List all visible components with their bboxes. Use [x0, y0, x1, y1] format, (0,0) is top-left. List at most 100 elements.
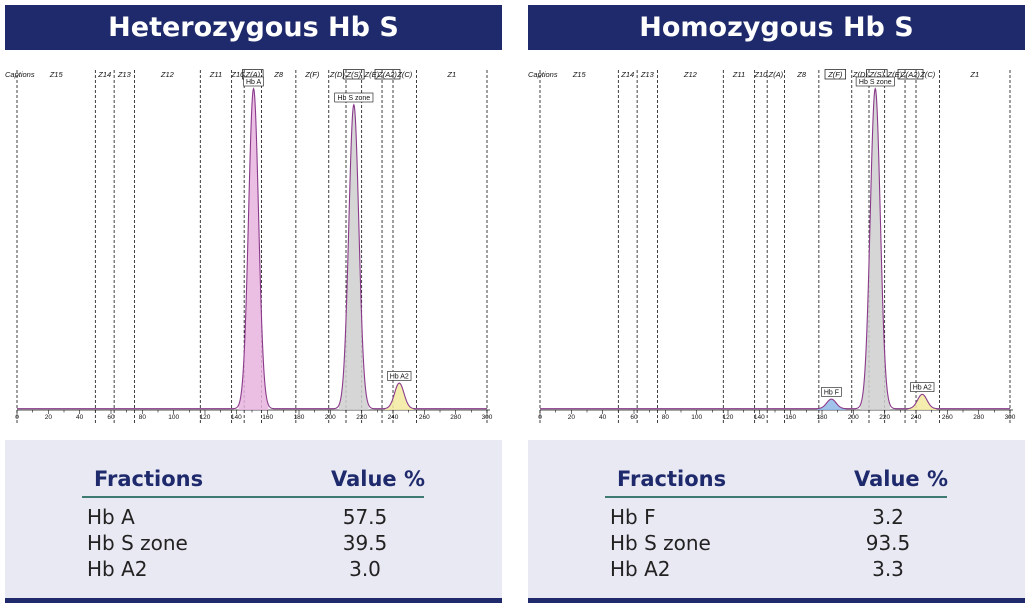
fraction-value: 39.5: [342, 531, 388, 555]
x-tick-label: 180: [294, 414, 305, 421]
peak-label: Hb A2: [390, 373, 409, 380]
electrophoresis-curve: [540, 87, 1010, 410]
fraction-value: 3.0: [349, 557, 381, 581]
peak-label-box: [243, 76, 264, 87]
peak-label-box: [855, 76, 895, 87]
x-tick-label: 60: [630, 414, 638, 421]
zone-label-box: [343, 69, 365, 80]
x-tick-label: 280: [973, 414, 984, 421]
zone-label: Z14: [620, 70, 634, 79]
zone-label: Z11: [732, 70, 745, 79]
fraction-value: 3.3: [872, 557, 904, 581]
electrophoresis-curve: [17, 87, 487, 410]
homozygous-panel: Homozygous Hb S Captions Z15 Z14 Z13 Z12 Z11 Z…: [528, 0, 1025, 607]
peak-area: [860, 88, 891, 410]
zone-label: Z(A2): [377, 70, 397, 79]
table-row: Hb S zone 39.5: [5, 531, 502, 557]
table-row: Hb F 3.2: [528, 505, 1025, 531]
x-tick-label: 20: [568, 414, 576, 421]
x-tick-label: 280: [450, 414, 461, 421]
peak-label: Hb A: [246, 79, 262, 86]
zone-label: Z13: [117, 70, 132, 79]
peak-label: Hb S zone: [859, 79, 892, 86]
zone-label-box: [824, 69, 846, 80]
fractions-header: Fractions: [94, 467, 204, 491]
x-tick-label: 0: [15, 414, 19, 421]
x-tick-label: 80: [662, 414, 670, 421]
heterozygous-panel: Heterozygous Hb S Captions Z15 Z14 Z13 Z12 Z1…: [5, 0, 502, 607]
x-tick-label: 220: [879, 414, 890, 421]
fraction-value: 93.5: [865, 531, 911, 555]
value-header: Value %: [853, 467, 948, 491]
x-tick-label: 20: [45, 414, 53, 421]
zone-label: Z8: [273, 70, 284, 79]
x-tick-label: 160: [785, 414, 796, 421]
zone-label: Z8: [796, 70, 807, 79]
zone-label: Z11: [209, 70, 222, 79]
zone-label: Z(F): [304, 70, 320, 79]
peak-area: [238, 88, 269, 410]
zone-label: Z1: [969, 70, 979, 79]
peak-area: [385, 383, 414, 410]
zone-label: Z12: [160, 70, 175, 79]
value-header: Value %: [330, 467, 425, 491]
zone-label: Z(C): [396, 70, 412, 79]
peak-area: [338, 104, 369, 410]
x-tick-label: 160: [262, 414, 273, 421]
x-tick-label: 260: [419, 414, 430, 421]
peak-area: [817, 399, 846, 410]
fraction-name: Hb S zone: [610, 531, 711, 555]
fraction-name: Hb F: [610, 505, 656, 529]
zone-label: Z(D): [329, 70, 345, 79]
table-row: Hb A2 3.3: [528, 557, 1025, 583]
peak-label: Hb S zone: [337, 95, 370, 102]
x-tick-label: 60: [107, 414, 115, 421]
fraction-name: Hb A: [87, 505, 135, 529]
x-tick-label: 40: [599, 414, 607, 421]
x-tick-label: 300: [1005, 414, 1016, 421]
x-tick-label: 180: [817, 414, 828, 421]
peak-label: Hb F: [824, 389, 839, 396]
zone-label: Z12: [683, 70, 698, 79]
x-tick-label: 120: [200, 414, 211, 421]
zone-label: Z15: [572, 70, 587, 79]
header-divider: [82, 496, 424, 498]
zone-label: Z10: [230, 70, 245, 79]
panel-title: Homozygous Hb S: [528, 5, 1025, 50]
fraction-value: 3.2: [872, 505, 904, 529]
zone-label: Z(A2): [900, 70, 920, 79]
zone-label: Z(E): [364, 70, 380, 79]
fraction-name: Hb A2: [87, 557, 148, 581]
zone-label-box: [897, 69, 924, 80]
zone-label: Z(S): [346, 70, 362, 79]
table-row: Hb S zone 93.5: [528, 531, 1025, 557]
peak-area: [908, 394, 937, 410]
peak-label-box: [387, 371, 412, 381]
zone-label: Z1: [446, 70, 456, 79]
x-tick-label: 200: [325, 414, 336, 421]
electrophoresis-chart: Captions Z15 Z14 Z13 Z12 Z11 Z10 Z(A) Z8 Z(F) Z(D)…: [528, 69, 1016, 424]
peak-label-box: [910, 382, 935, 392]
table-row: Hb A2 3.0: [5, 557, 502, 583]
electrophoresis-chart: Captions Z15 Z14 Z13 Z12 Z11 Z10 Z(A) Z8 Z(F) Z(D)…: [5, 69, 493, 424]
header-divider: [605, 496, 947, 498]
peak-label-box: [334, 92, 374, 103]
x-tick-label: 220: [356, 414, 367, 421]
zone-label-box: [374, 69, 401, 80]
x-tick-label: 100: [691, 414, 702, 421]
fraction-name: Hb A2: [610, 557, 671, 581]
x-tick-label: 0: [538, 414, 542, 421]
x-tick-label: 240: [911, 414, 922, 421]
zone-label: Z(C): [919, 70, 935, 79]
x-tick-label: 120: [723, 414, 734, 421]
table-row: Hb A 57.5: [5, 505, 502, 531]
panel-title: Heterozygous Hb S: [5, 5, 502, 50]
zone-label: Z(A): [767, 70, 783, 79]
x-tick-label: 200: [848, 414, 859, 421]
fractions-table: Fractions Value % Hb A 57.5 Hb S zone 39…: [5, 440, 502, 603]
zone-label: Z15: [49, 70, 64, 79]
peak-label: Hb A2: [913, 385, 932, 392]
x-tick-label: 140: [754, 414, 765, 421]
captions-label: Captions: [528, 70, 558, 79]
zone-label: Z(A): [244, 70, 260, 79]
